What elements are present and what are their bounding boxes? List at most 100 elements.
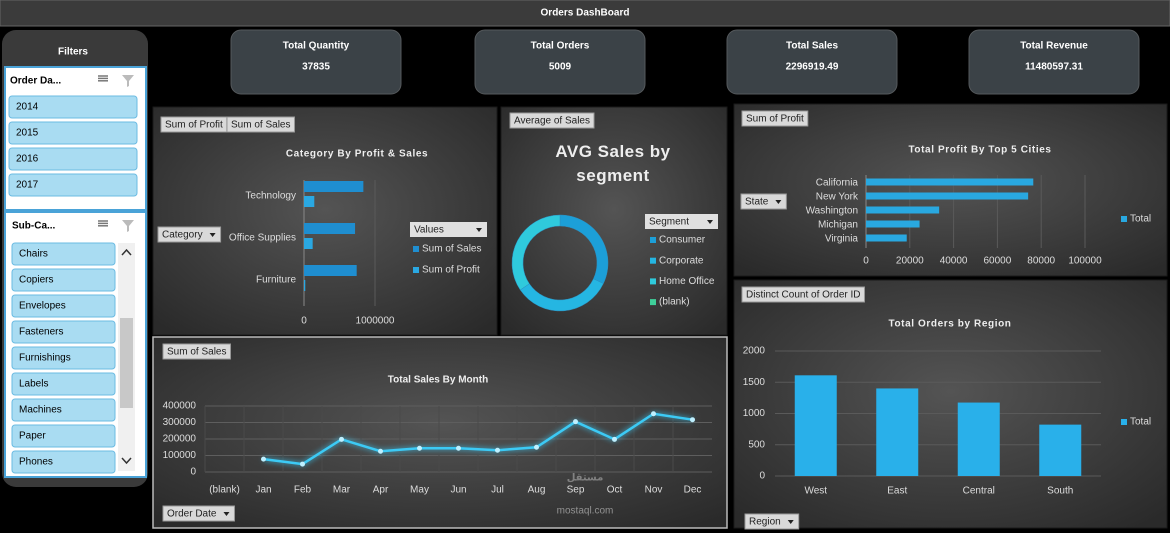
- slicer-item[interactable]: [8, 121, 138, 145]
- slicer-item-label[interactable]: Copiers: [19, 275, 53, 286]
- slicer-item-label[interactable]: Fasteners: [19, 327, 63, 338]
- field-button[interactable]: [741, 110, 809, 127]
- chart-title: Category By Profit & Sales: [286, 149, 428, 160]
- scroll-thumb[interactable]: [120, 318, 133, 408]
- field-button-label[interactable]: Average of Sales: [514, 116, 590, 127]
- field-button[interactable]: [744, 513, 800, 530]
- slicer-item-label[interactable]: Machines: [19, 405, 62, 416]
- field-button[interactable]: [740, 193, 787, 210]
- title-bar: [0, 0, 1170, 27]
- bar: [304, 196, 315, 207]
- watermark-site: mostaql.com: [557, 506, 614, 517]
- x-tick-label: Aug: [528, 485, 546, 496]
- x-tick-label: 0: [863, 256, 869, 267]
- slicer-item-label[interactable]: Envelopes: [19, 301, 66, 312]
- dropdown-arrow[interactable]: [787, 520, 794, 524]
- field-button-label[interactable]: Distinct Count of Order ID: [746, 290, 860, 301]
- slicer-item[interactable]: [11, 320, 116, 344]
- y-tick-label: 0: [759, 471, 765, 482]
- field-button[interactable]: [162, 505, 235, 522]
- bar: [957, 402, 1000, 476]
- legend-title: Segment: [649, 217, 689, 228]
- slicer-item-label[interactable]: 2014: [16, 102, 39, 113]
- scroll-down[interactable]: [121, 457, 132, 465]
- x-tick-label: 100000: [1068, 256, 1102, 267]
- slicer-item[interactable]: [11, 450, 116, 474]
- slicer-item-label[interactable]: 2017: [16, 180, 39, 191]
- x-tick-label: Nov: [645, 485, 663, 496]
- bar: [866, 220, 920, 228]
- slicer-item-label[interactable]: 2015: [16, 128, 39, 139]
- point: [378, 448, 383, 454]
- field-button-label[interactable]: Sum of Profit: [165, 120, 223, 131]
- slicer-item[interactable]: [8, 95, 138, 119]
- y-tick-label: 1000: [743, 408, 766, 419]
- bar: [304, 181, 364, 192]
- slicer-item[interactable]: [11, 268, 116, 292]
- field-button-label[interactable]: Order Date: [167, 509, 217, 520]
- y-tick-label: Washington: [806, 206, 858, 217]
- slicer-item[interactable]: [11, 372, 116, 396]
- slicer-item-label[interactable]: Furnishings: [19, 353, 71, 364]
- slicer-item[interactable]: [11, 398, 116, 422]
- x-tick-label: May: [410, 485, 429, 496]
- scroll-up[interactable]: [121, 248, 132, 256]
- field-button-label[interactable]: State: [745, 197, 769, 208]
- y-tick-label: Virginia: [825, 234, 859, 245]
- slicer-title: Order Da...: [10, 76, 61, 87]
- field-button[interactable]: [157, 226, 222, 243]
- dropdown-arrow[interactable]: [209, 233, 216, 237]
- point: [573, 419, 578, 425]
- field-button[interactable]: [741, 286, 865, 303]
- field-button-label[interactable]: Sum of Sales: [167, 347, 226, 358]
- y-tick-label: Technology: [245, 191, 296, 202]
- bar: [866, 178, 1034, 186]
- slicer-item-label[interactable]: Labels: [19, 379, 48, 390]
- field-button-label[interactable]: Sum of Sales: [231, 120, 290, 131]
- kpi-value: 11480597.31: [1025, 62, 1083, 73]
- slicer-item-label[interactable]: Paper: [19, 431, 46, 442]
- field-button-label[interactable]: Sum of Profit: [746, 114, 804, 125]
- point: [339, 436, 344, 442]
- slicer-item-label[interactable]: 2016: [16, 154, 39, 165]
- y-tick-label: 400000: [163, 401, 197, 412]
- y-tick-label: 500: [748, 439, 765, 450]
- slicer-item[interactable]: [11, 346, 116, 370]
- point: [456, 445, 461, 451]
- field-button-label[interactable]: Region: [749, 517, 781, 528]
- slicer-item-label[interactable]: Chairs: [19, 249, 48, 260]
- point: [690, 417, 695, 423]
- slicer-item[interactable]: [8, 173, 138, 197]
- legend-swatch: [650, 299, 656, 306]
- y-tick-label: California: [816, 178, 859, 189]
- y-tick-label: 300000: [163, 417, 197, 428]
- y-tick-label: Furniture: [256, 275, 296, 286]
- field-button[interactable]: [509, 112, 595, 129]
- point: [651, 411, 656, 417]
- kpi-value: 5009: [549, 62, 572, 73]
- field-button-label[interactable]: Category: [162, 230, 203, 241]
- clear-filter-icon: [122, 220, 134, 232]
- bar: [876, 388, 919, 476]
- point: [261, 456, 266, 462]
- x-tick-label: Jun: [450, 485, 466, 496]
- y-tick-label: 0: [190, 467, 196, 478]
- bar: [866, 234, 907, 242]
- slicer-item[interactable]: [11, 242, 116, 266]
- slicer-item[interactable]: [11, 294, 116, 318]
- field-button[interactable]: [226, 116, 295, 133]
- field-button[interactable]: [162, 343, 231, 360]
- kpi-label: Total Revenue: [1020, 41, 1088, 52]
- chart-title: Total Profit By Top 5 Cities: [908, 145, 1051, 156]
- dropdown-arrow[interactable]: [223, 512, 230, 516]
- legend-label: Sum of Sales: [422, 244, 481, 255]
- clear-filter-icon: [122, 75, 134, 87]
- dropdown-arrow[interactable]: [775, 200, 782, 204]
- x-tick-label: 1000000: [356, 316, 395, 327]
- point: [612, 436, 617, 442]
- slicer-item-label[interactable]: Phones: [19, 457, 53, 468]
- slicer-item[interactable]: [11, 424, 116, 448]
- filters-title: Filters: [58, 47, 88, 58]
- bar: [866, 206, 940, 214]
- slicer-item[interactable]: [8, 147, 138, 171]
